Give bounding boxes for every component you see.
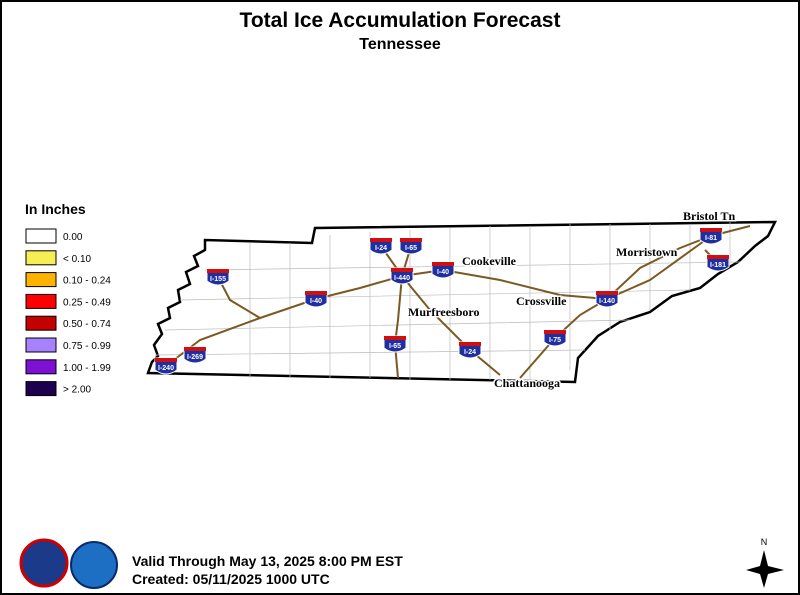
- city-label: Morristown: [616, 245, 678, 259]
- interstate-label: I-75: [549, 337, 561, 344]
- shield-top: [596, 291, 618, 295]
- legend-swatch: [25, 228, 57, 244]
- legend-swatch: [25, 337, 57, 353]
- interstate-label: I-440: [394, 275, 410, 282]
- city-label: Crossville: [516, 294, 567, 308]
- nws-logo: [19, 538, 69, 588]
- interstate-label: I-240: [158, 365, 174, 372]
- legend-swatch: [25, 359, 57, 375]
- legend-label: < 0.10: [63, 254, 92, 265]
- legend-label: 0.50 - 0.74: [63, 319, 111, 330]
- interstate-label: I-65: [389, 343, 401, 350]
- interstate-label: I-24: [464, 349, 476, 356]
- title: Total Ice Accumulation Forecast: [240, 9, 561, 32]
- county-lines: [154, 222, 741, 380]
- shield-top: [459, 342, 481, 346]
- shield-top: [384, 336, 406, 340]
- legend-swatch: [25, 250, 57, 266]
- legend-title: In Inches: [25, 201, 86, 217]
- created-time: Created: 05/11/2025 1000 UTC: [132, 571, 330, 587]
- city-label: Cookeville: [462, 254, 517, 268]
- interstates: I-24 I-65 I-440 I-40 I-155 I-40 I-65 I-24 I-75 I-…: [154, 227, 730, 375]
- legend-label: 0.25 - 0.49: [63, 297, 111, 308]
- subtitle: Tennessee: [359, 36, 441, 53]
- city-label: Murfreesboro: [408, 305, 480, 319]
- legend-swatch: [25, 381, 57, 397]
- state-outline: [146, 220, 778, 384]
- city-label: Bristol Tn: [683, 209, 735, 223]
- legend-label: 0.10 - 0.24: [63, 276, 111, 287]
- shield-top: [432, 262, 454, 266]
- legend-swatch: [25, 293, 57, 309]
- legend-swatch: [25, 315, 57, 331]
- shield-top: [544, 330, 566, 334]
- legend-label: 0.75 - 0.99: [63, 341, 111, 352]
- north-label: N: [761, 537, 768, 547]
- shield-top: [305, 291, 327, 295]
- interstate-label: I-40: [437, 269, 449, 276]
- shield-top: [155, 358, 177, 362]
- compass: [746, 550, 784, 588]
- interstate-label: I-24: [375, 245, 387, 252]
- interstate-label: I-140: [599, 298, 615, 305]
- interstate-label: I-65: [405, 245, 417, 252]
- legend-label: 0.00: [63, 232, 83, 243]
- interstate-label: I-40: [310, 298, 322, 305]
- interstate-label: I-155: [210, 276, 226, 283]
- interstate-label: I-181: [710, 262, 726, 269]
- shield-top: [207, 269, 229, 273]
- shield-top: [400, 238, 422, 242]
- valid-time: Valid Through May 13, 2025 8:00 PM EST: [132, 553, 403, 569]
- cities: Bristol Tn Morristown Cookeville Crossville…: [407, 208, 737, 392]
- interstate-label: I-81: [705, 235, 717, 242]
- shield-top: [707, 255, 729, 259]
- shield-top: [370, 238, 392, 242]
- shield-top: [184, 347, 206, 351]
- shield-top: [700, 228, 722, 232]
- interstate-label: I-269: [187, 354, 203, 361]
- legend-label: 1.00 - 1.99: [63, 363, 111, 374]
- legend-label: > 2.00: [63, 385, 92, 396]
- shield-top: [391, 268, 413, 272]
- legend-swatch: [25, 272, 57, 288]
- city-label: Chattanooga: [494, 376, 560, 390]
- noaa-logo: [70, 541, 118, 589]
- legend: 0.00 < 0.10 0.10 - 0.24 0.25 - 0.49 0.50 - 0…: [25, 228, 111, 397]
